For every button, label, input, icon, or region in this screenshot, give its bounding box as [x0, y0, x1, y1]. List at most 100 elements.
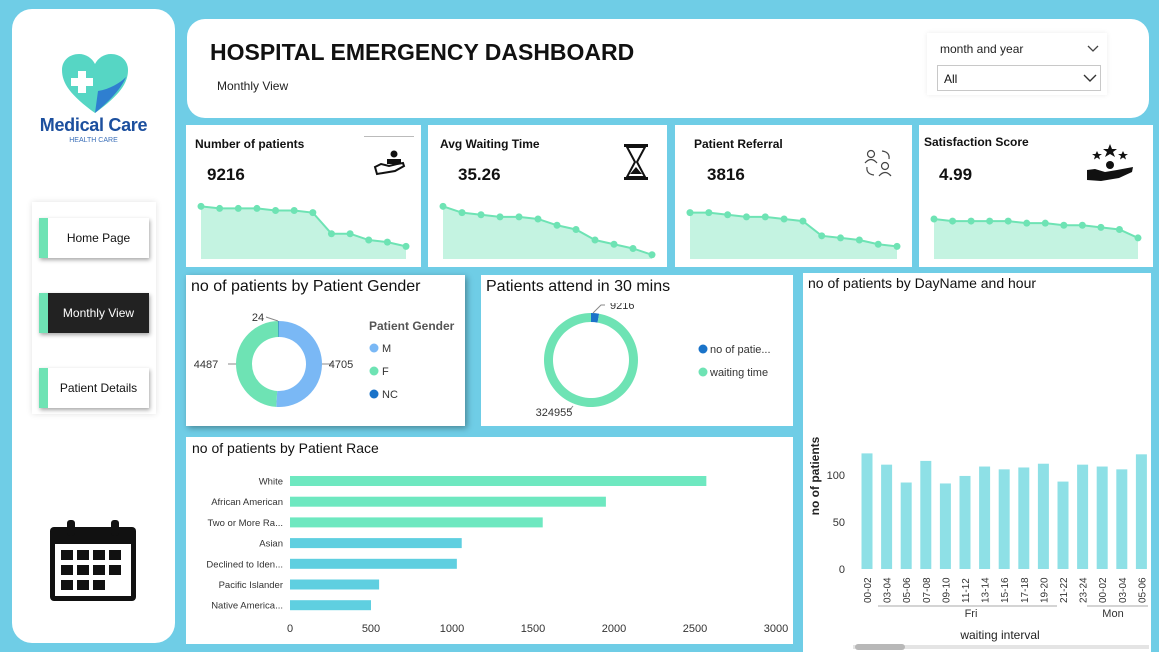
- chevron-down-icon[interactable]: [1087, 45, 1099, 53]
- legend-label[interactable]: no of patie...: [710, 344, 771, 356]
- sparkline-point[interactable]: [402, 242, 410, 250]
- hour-bar[interactable]: [1057, 481, 1069, 569]
- donut-slice[interactable]: [276, 321, 322, 407]
- sparkline-point[interactable]: [383, 238, 391, 246]
- hour-bar[interactable]: [959, 475, 971, 569]
- sparkline-point[interactable]: [327, 230, 335, 238]
- race-bar[interactable]: [290, 558, 457, 569]
- sparkline-point[interactable]: [197, 202, 205, 210]
- sparkline-point[interactable]: [967, 217, 975, 225]
- hour-bar[interactable]: [881, 464, 893, 569]
- legend-marker[interactable]: [369, 366, 379, 376]
- sparkline-point[interactable]: [705, 209, 713, 217]
- donut-slice[interactable]: [278, 321, 279, 338]
- sparkline-point[interactable]: [1078, 221, 1086, 229]
- sparkline-point[interactable]: [216, 204, 224, 212]
- scrollbar-track[interactable]: [853, 645, 1149, 649]
- legend-marker[interactable]: [698, 367, 708, 377]
- hour-bar[interactable]: [900, 482, 912, 569]
- sparkline-point[interactable]: [1041, 219, 1049, 227]
- hour-bar[interactable]: [1135, 454, 1147, 569]
- hour-bar[interactable]: [1018, 467, 1030, 569]
- scrollbar-thumb[interactable]: [855, 644, 905, 650]
- sparkline-point[interactable]: [686, 209, 694, 217]
- x-tick-label: 03-04: [883, 577, 894, 603]
- legend-label[interactable]: waiting time: [709, 367, 768, 379]
- sparkline-point[interactable]: [1023, 219, 1031, 227]
- calendar-icon[interactable]: [47, 518, 139, 604]
- sparkline-point[interactable]: [1134, 234, 1142, 242]
- race-bar[interactable]: [290, 538, 462, 549]
- legend-marker[interactable]: [369, 343, 379, 353]
- race-bar[interactable]: [290, 517, 543, 528]
- sparkline-point[interactable]: [234, 204, 242, 212]
- race-bar[interactable]: [290, 600, 371, 611]
- sparkline-point[interactable]: [346, 230, 354, 238]
- legend-title: Patient Gender: [369, 319, 455, 333]
- sparkline-point[interactable]: [309, 209, 317, 217]
- sparkline-point[interactable]: [629, 244, 637, 252]
- sparkline-point[interactable]: [610, 240, 618, 248]
- hour-bar[interactable]: [998, 469, 1010, 569]
- hour-bar[interactable]: [1096, 466, 1108, 569]
- sparkline-point[interactable]: [477, 211, 485, 219]
- sparkline-point[interactable]: [253, 204, 261, 212]
- sparkline-point[interactable]: [515, 213, 523, 221]
- sparkline-point[interactable]: [591, 236, 599, 244]
- home-page-button[interactable]: Home Page: [39, 218, 149, 258]
- donut-slice[interactable]: [235, 321, 279, 407]
- sparkline-point[interactable]: [874, 240, 882, 248]
- sparkline-point[interactable]: [439, 202, 447, 210]
- hour-bar[interactable]: [920, 460, 932, 569]
- legend-label[interactable]: M: [382, 343, 391, 355]
- patient-details-button[interactable]: Patient Details: [39, 368, 149, 408]
- hour-bar[interactable]: [979, 466, 991, 569]
- sparkline-point[interactable]: [761, 213, 769, 221]
- sparkline-point[interactable]: [780, 215, 788, 223]
- sparkline-point[interactable]: [1097, 223, 1105, 231]
- sparkline-point[interactable]: [799, 217, 807, 225]
- race-bar[interactable]: [290, 579, 380, 590]
- sparkline-point[interactable]: [290, 207, 298, 215]
- sparkline-point[interactable]: [572, 226, 580, 233]
- hour-bar[interactable]: [1077, 464, 1089, 569]
- attend-chart-title: Patients attend in 30 mins: [486, 278, 671, 295]
- sparkline-point[interactable]: [837, 234, 845, 242]
- sparkline-point[interactable]: [534, 215, 542, 223]
- hour-bar[interactable]: [1037, 463, 1049, 569]
- sparkline-point[interactable]: [1060, 221, 1068, 229]
- monthly-view-button[interactable]: Monthly View: [39, 293, 149, 333]
- sparkline-point[interactable]: [724, 211, 732, 219]
- sparkline-point[interactable]: [893, 242, 901, 250]
- donut-slice[interactable]: [544, 313, 638, 407]
- legend-marker[interactable]: [698, 344, 708, 354]
- sparkline-point[interactable]: [949, 217, 957, 225]
- dropdown-chevron-icon[interactable]: [1083, 74, 1097, 83]
- page-subtitle: Monthly View: [217, 79, 289, 93]
- sparkline-point[interactable]: [496, 213, 504, 221]
- hour-bar[interactable]: [861, 453, 873, 569]
- sparkline-point[interactable]: [818, 232, 826, 240]
- filter-dropdown[interactable]: All: [937, 65, 1101, 91]
- sparkline-point[interactable]: [1004, 217, 1012, 225]
- sparkline-point[interactable]: [458, 209, 466, 217]
- legend-label[interactable]: F: [382, 366, 389, 378]
- x-tick-label: 3000: [764, 623, 788, 635]
- race-bar[interactable]: [290, 476, 707, 486]
- sparkline-point[interactable]: [855, 236, 863, 244]
- sparkline-point[interactable]: [648, 251, 656, 259]
- donut-slice[interactable]: [591, 313, 600, 323]
- sparkline-point[interactable]: [930, 215, 938, 223]
- sparkline-point[interactable]: [986, 217, 994, 225]
- hour-bar[interactable]: [939, 483, 951, 569]
- sparkline-point[interactable]: [272, 207, 280, 215]
- legend-marker[interactable]: [369, 389, 379, 399]
- legend-label[interactable]: NC: [382, 389, 398, 401]
- hour-bar[interactable]: [1116, 469, 1128, 569]
- sparkline-point[interactable]: [365, 236, 373, 244]
- sparkline-point[interactable]: [1115, 226, 1123, 233]
- sparkline-point[interactable]: [553, 221, 561, 229]
- sparkline-point[interactable]: [742, 213, 750, 221]
- satisfaction-stars-icon: [1087, 144, 1133, 181]
- race-bar[interactable]: [290, 496, 606, 507]
